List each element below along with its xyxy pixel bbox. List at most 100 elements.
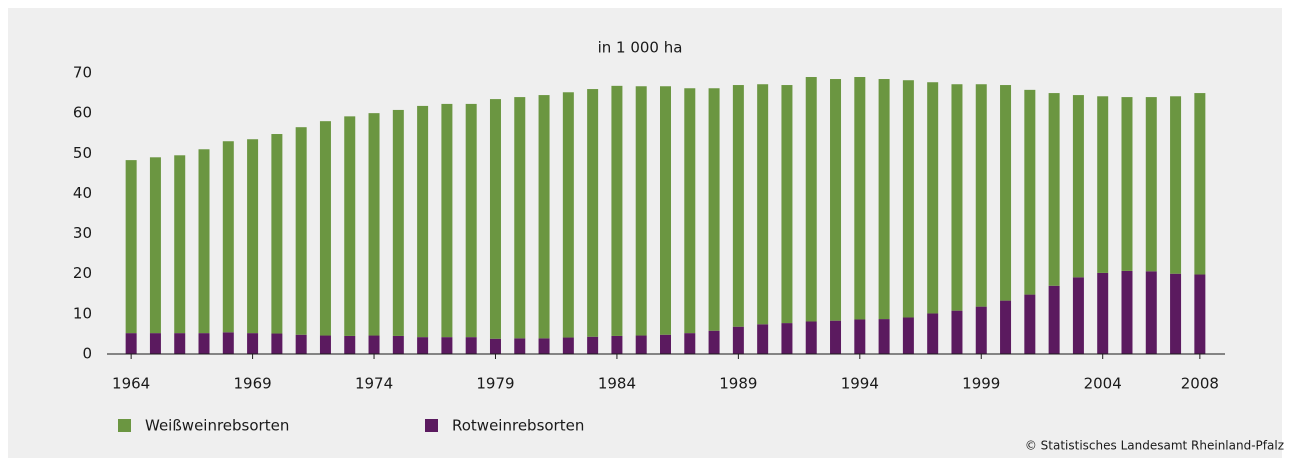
bar-segment [878,79,890,320]
bar-segment [174,333,186,354]
bar-segment [635,86,647,336]
bar-segment [247,139,259,334]
bar-segment [1072,95,1084,278]
bar-segment [708,330,720,354]
bar-segment [222,141,234,333]
bar-segment [538,95,550,339]
bar-segment [271,134,283,334]
bar-segment [1145,271,1157,354]
bar-segment [927,313,939,354]
bar-segment [854,319,866,354]
x-tick-label: 1989 [719,375,757,393]
bar-segment [247,333,259,354]
bar-segment [538,338,550,354]
bar-segment [1024,294,1036,354]
x-tick-label: 1979 [476,375,514,393]
y-tick-label: 70 [73,64,92,82]
bar-segment [1024,89,1036,295]
bar-segment [441,103,453,338]
bar-segment [757,324,769,354]
bar-segment [198,333,210,354]
bar-segment [222,332,234,354]
bar-segment [1145,97,1157,272]
bar-segment [149,333,161,354]
bar-segment [781,85,793,324]
source: © Statistisches Landesamt Rheinland-Pfal… [1025,439,1284,453]
bar-segment [295,334,307,354]
bar-segment [392,335,404,354]
bar-segment [1000,85,1012,301]
x-tick-label: 1984 [598,375,636,393]
bar-segment [587,336,599,354]
bar-segment [125,160,137,334]
bar-segment [562,337,574,354]
x-tick-label: 1969 [233,375,271,393]
bar-segment [441,337,453,354]
legend-label: Rotweinrebsorten [452,417,584,435]
bar-segment [465,103,477,338]
x-tick-label: 2004 [1084,375,1122,393]
bar-segment [417,105,429,338]
bar-segment [489,99,501,339]
bar-segment [344,335,356,354]
bar-segment [660,86,671,335]
bar-segment [927,82,939,314]
bar-segment [805,321,817,354]
bar-segment [1170,96,1182,274]
bar-segment [368,113,380,336]
x-tick-label: 2008 [1181,375,1219,393]
x-tick-label: 1974 [355,375,393,393]
legend-swatch [425,419,438,432]
bar-segment [902,317,914,354]
bar-segment [417,337,429,354]
bar-segment [708,88,720,331]
bar-segment [975,84,987,307]
bar-segment [1097,272,1109,354]
bar-segment [1048,93,1060,286]
bar-segment [125,333,137,354]
bar-segment [732,85,744,327]
bar-segment [1000,300,1012,354]
bar-segment [757,84,769,325]
x-tick-label: 1994 [841,375,879,393]
bar-segment [587,89,599,337]
bar-segment [392,109,404,336]
bar-segment [684,88,696,334]
bar-segment [489,338,501,354]
bar-segment [635,335,647,354]
bar-segment [1170,273,1182,354]
bar-segment [660,334,671,354]
legend-label: Weißweinrebsorten [145,417,289,435]
bar-segment [1194,274,1206,354]
bar-segment [271,333,283,354]
bar-segment [368,335,380,354]
legend-swatch [118,419,131,432]
y-tick-label: 50 [73,144,92,162]
x-tick-label: 1964 [112,375,150,393]
bar-segment [149,157,161,334]
y-tick-label: 10 [73,304,92,322]
x-tick-label: 1999 [962,375,1000,393]
bar-segment [951,310,963,354]
bar-segment [1048,285,1060,354]
bar-segment [854,77,866,320]
bar-segment [1121,97,1133,271]
bar-segment [514,338,526,354]
y-tick-label: 0 [82,345,92,363]
y-tick-label: 40 [73,184,92,202]
bar-segment [319,121,331,336]
bar-segment [951,84,963,311]
bar-segment [295,127,307,335]
bar-segment [611,335,623,354]
bar-segment [514,97,526,339]
bar-segment [174,155,186,334]
bar-segment [830,79,842,321]
bar-segment [198,149,210,334]
y-tick-label: 20 [73,264,92,282]
bar-segment [902,80,914,318]
chart-title: in 1 000 ha [598,39,683,57]
bar-segment [611,85,623,336]
y-tick-label: 60 [73,104,92,122]
bar-segment [732,326,744,354]
